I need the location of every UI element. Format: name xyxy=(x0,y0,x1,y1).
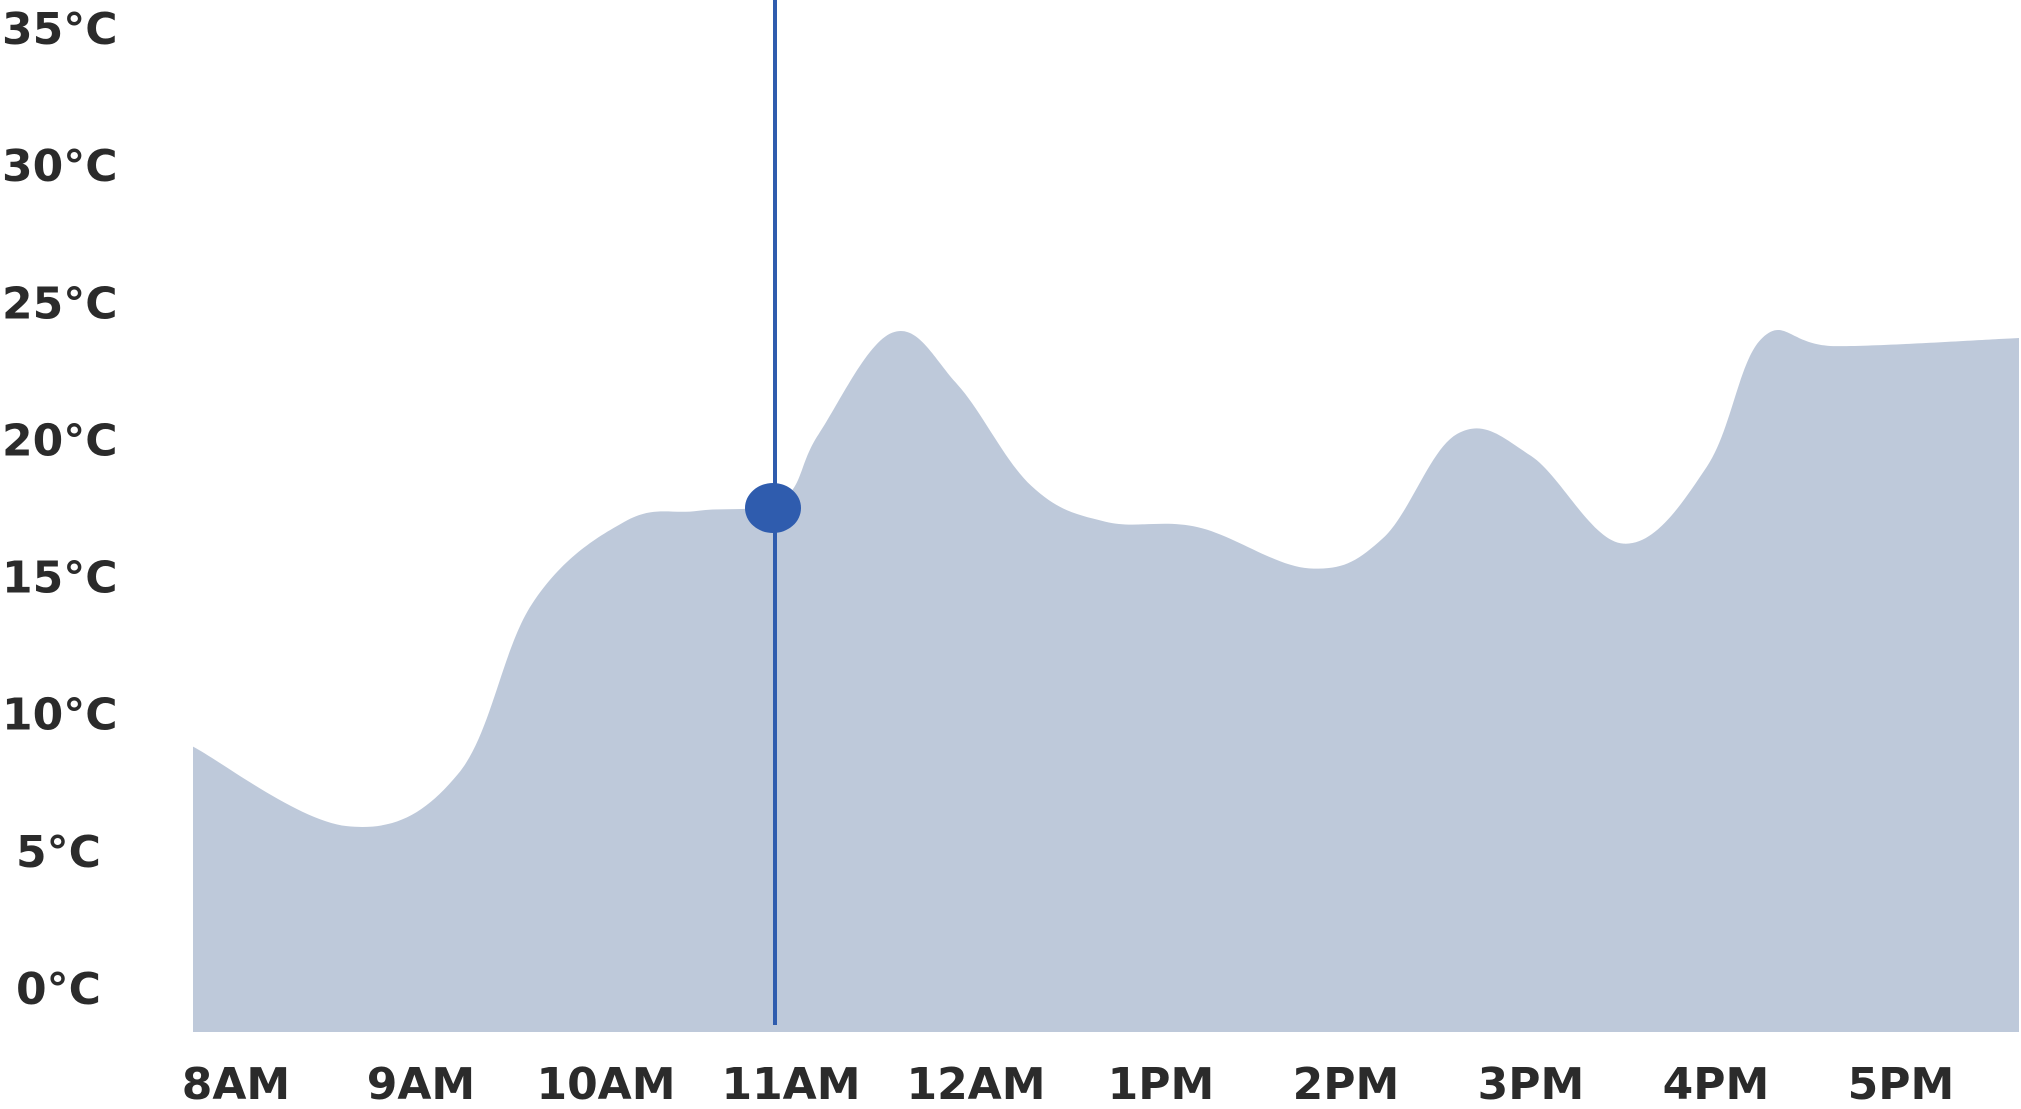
y-tick-label: 15°C xyxy=(2,553,118,604)
x-tick-label: 1PM xyxy=(1108,1059,1215,1109)
x-tick-label: 5PM xyxy=(1848,1059,1955,1109)
hover-point-marker[interactable] xyxy=(745,483,801,533)
x-tick-label: 3PM xyxy=(1478,1059,1585,1109)
x-tick-label: 9AM xyxy=(367,1059,475,1109)
y-tick-label: 25°C xyxy=(2,278,118,329)
x-tick-label: 8AM xyxy=(182,1059,290,1109)
temperature-area-series xyxy=(193,330,2019,1032)
y-tick-label: 30°C xyxy=(2,141,118,192)
y-tick-label: 5°C xyxy=(16,827,101,878)
y-tick-label: 35°C xyxy=(2,4,118,55)
x-tick-label: 10AM xyxy=(536,1059,675,1109)
x-tick-label: 12AM xyxy=(906,1059,1045,1109)
x-tick-label: 11AM xyxy=(721,1059,860,1109)
y-tick-label: 10°C xyxy=(2,690,118,741)
y-tick-label: 0°C xyxy=(16,964,101,1015)
x-tick-label: 4PM xyxy=(1663,1059,1770,1109)
x-tick-label: 2PM xyxy=(1293,1059,1400,1109)
y-tick-label: 20°C xyxy=(2,415,118,466)
